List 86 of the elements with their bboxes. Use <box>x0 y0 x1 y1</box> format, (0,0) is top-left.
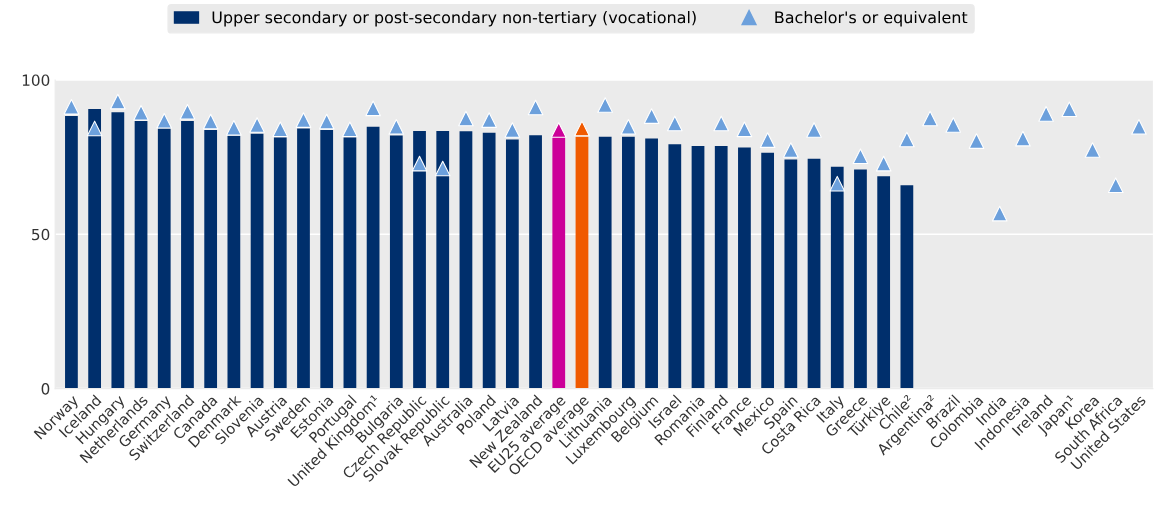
point <box>550 122 567 138</box>
point <box>1084 142 1101 158</box>
bar <box>877 176 891 389</box>
bar <box>389 135 403 389</box>
bar <box>413 130 426 389</box>
point <box>1131 119 1147 135</box>
point <box>1038 106 1054 122</box>
bar <box>830 166 844 389</box>
point <box>63 98 80 115</box>
point <box>434 160 451 177</box>
bar <box>598 136 612 389</box>
bar <box>181 121 194 389</box>
bar <box>273 137 287 389</box>
point <box>458 110 474 127</box>
bar <box>459 131 473 389</box>
point <box>713 115 730 132</box>
point <box>574 120 590 137</box>
bar <box>227 135 241 389</box>
point <box>991 205 1008 222</box>
bar <box>784 159 798 389</box>
bar <box>88 108 102 389</box>
point <box>852 148 869 165</box>
point <box>388 119 405 135</box>
bar <box>807 158 821 389</box>
point <box>179 103 196 120</box>
point <box>736 121 753 138</box>
point <box>318 113 335 130</box>
point <box>597 97 614 113</box>
point <box>411 155 428 172</box>
point <box>202 113 219 130</box>
point <box>783 142 799 158</box>
bar <box>134 121 148 389</box>
bar <box>65 116 78 389</box>
bar <box>645 138 658 389</box>
bar <box>366 126 380 389</box>
point <box>968 133 985 149</box>
bar <box>157 128 171 389</box>
point <box>226 119 242 136</box>
point <box>875 155 892 172</box>
bar <box>436 130 450 389</box>
point <box>272 121 289 138</box>
point <box>156 112 173 129</box>
point <box>133 104 149 121</box>
point <box>1107 177 1124 194</box>
point <box>899 131 915 148</box>
point <box>527 99 544 116</box>
point <box>806 122 822 138</box>
point <box>86 120 103 137</box>
bar <box>204 129 218 389</box>
legend-label: Bachelor's or equivalent <box>775 10 968 27</box>
point <box>945 117 962 133</box>
bar <box>505 139 519 389</box>
y-tick-label: 50 <box>32 228 50 241</box>
bar <box>320 129 334 389</box>
bar <box>738 147 751 389</box>
bar <box>691 146 705 389</box>
bar <box>622 136 635 389</box>
point <box>504 122 521 138</box>
point <box>481 112 497 128</box>
point <box>365 100 381 117</box>
bar <box>761 152 775 389</box>
point <box>295 112 312 128</box>
bar <box>668 144 682 389</box>
bar <box>529 135 542 389</box>
point <box>1061 101 1078 118</box>
y-tick-label: 100 <box>22 74 50 86</box>
y-tick-label: 0 <box>41 383 50 395</box>
point <box>109 93 126 110</box>
bar <box>343 137 357 389</box>
bar <box>250 133 264 389</box>
point <box>829 175 846 192</box>
point <box>643 108 660 124</box>
point <box>342 121 358 138</box>
point <box>666 115 683 132</box>
bar <box>482 132 496 389</box>
bar <box>900 185 914 389</box>
bar <box>111 112 125 389</box>
bar <box>297 128 310 389</box>
point <box>922 110 938 127</box>
point <box>1015 130 1031 147</box>
bar <box>714 146 728 389</box>
legend-label: Upper secondary or post-secondary non-tertiary (vocational) <box>212 10 696 27</box>
bar <box>854 169 867 389</box>
point <box>249 117 265 133</box>
point <box>620 119 637 135</box>
point <box>759 132 776 148</box>
